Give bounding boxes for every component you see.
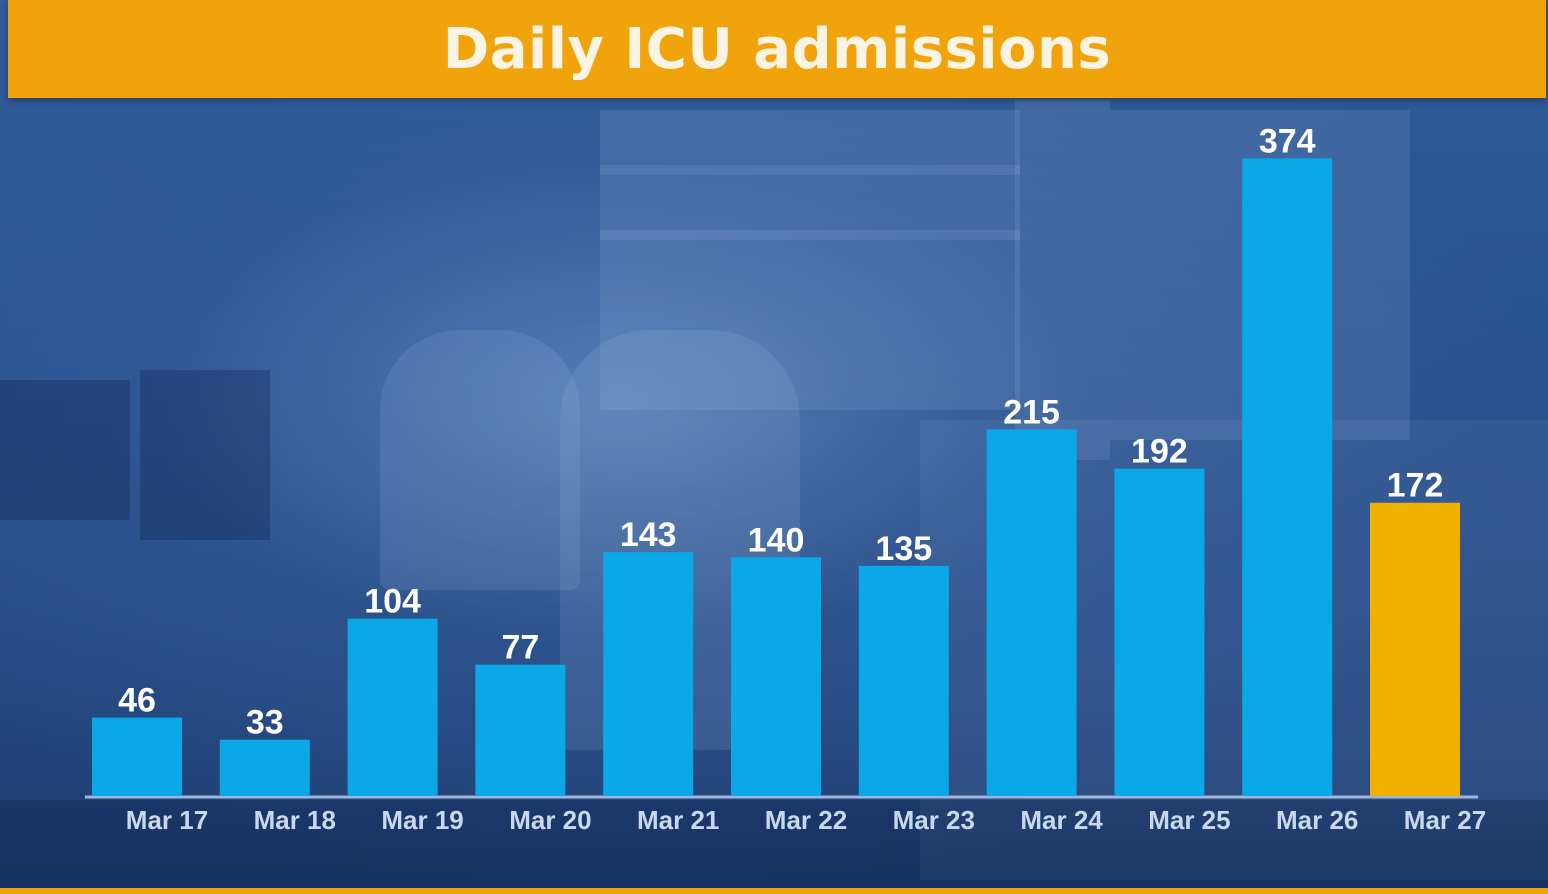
title-banner: Daily ICU admissions <box>8 0 1546 98</box>
data-label: 192 <box>1131 433 1188 471</box>
x-tick-label: Mar 24 <box>1020 805 1103 835</box>
x-tick-label: Mar 23 <box>893 805 975 835</box>
data-label: 104 <box>364 583 421 621</box>
data-label: 374 <box>1259 122 1316 160</box>
bar-mar-23 <box>858 565 949 796</box>
x-tick-label: Mar 25 <box>1148 805 1230 835</box>
x-tick-label: Mar 27 <box>1404 805 1486 835</box>
x-tick-label: Mar 18 <box>254 805 336 835</box>
data-label: 46 <box>118 682 156 720</box>
bar-mar-21 <box>603 552 694 796</box>
bar-mar-22 <box>731 557 821 796</box>
bar-mar-17 <box>92 717 182 796</box>
bar-mar-18 <box>219 739 310 796</box>
data-label: 215 <box>1003 393 1060 431</box>
x-tick-label: Mar 21 <box>637 805 719 835</box>
x-tick-label: Mar 17 <box>126 805 208 835</box>
chart-title: Daily ICU admissions <box>442 16 1112 82</box>
data-label: 135 <box>875 530 932 568</box>
bottom-accent-strip <box>0 888 1548 894</box>
x-tick-label: Mar 26 <box>1276 805 1358 835</box>
data-label: 77 <box>501 629 539 667</box>
x-tick-label: Mar 22 <box>765 805 847 835</box>
data-label: 172 <box>1387 467 1444 505</box>
bar-mar-27 <box>1370 502 1460 796</box>
x-tick-label: Mar 19 <box>381 805 463 835</box>
bar-mar-26 <box>1242 158 1333 796</box>
x-tick-label: Mar 20 <box>509 805 591 835</box>
bar-mar-19 <box>347 618 438 796</box>
bar-mar-20 <box>475 664 566 796</box>
bar-mar-24 <box>986 429 1077 796</box>
data-label: 140 <box>748 521 805 559</box>
bar-mar-25 <box>1114 468 1205 796</box>
data-label: 33 <box>246 704 284 742</box>
data-label: 143 <box>620 516 677 554</box>
